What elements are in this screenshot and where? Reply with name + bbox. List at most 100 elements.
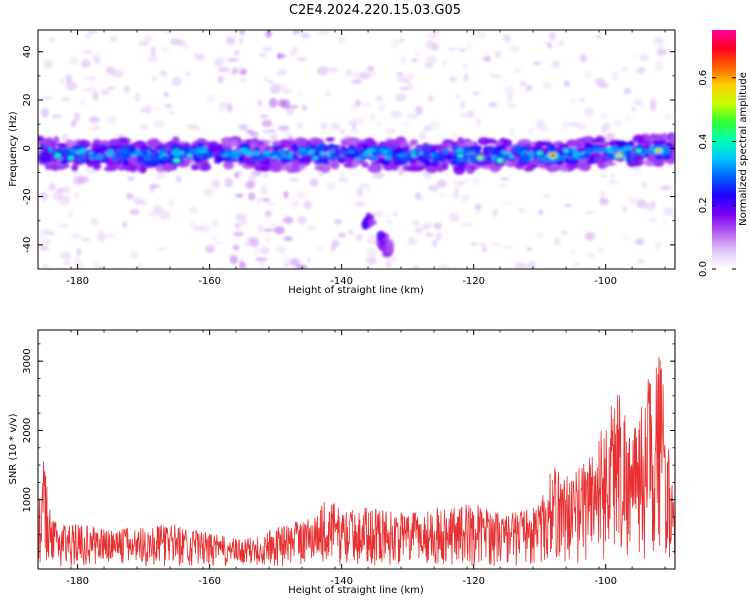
spectrogram-cell [161,30,171,35]
spectrogram-cell [296,121,304,129]
spectrogram-cell [425,40,436,50]
spectrogram-cell [90,218,100,226]
spectrogram-cell [393,211,398,217]
spectrogram-cell [181,145,191,150]
spectrogram-cell [261,198,271,202]
spectrogram-cell [306,225,317,231]
colorbar-label: Normalized spectral amplitude [738,72,749,226]
spectrogram-cell [158,148,168,153]
spectrogram-cell [150,45,156,56]
spectrogram-cell [238,159,246,164]
spectrogram-cell [259,114,269,118]
spectrogram-cell [582,146,590,150]
spectrogram-cell [283,254,289,264]
spectrogram-cell [466,110,475,118]
spectrogram-cell [636,199,647,209]
spectrogram-cell [663,206,675,216]
spectrogram-cell [366,65,375,72]
spectrogram-cell [448,212,460,223]
spectrogram-cell [525,84,533,92]
spectrogram-cell [275,245,287,254]
spectrogram-cell [164,104,173,109]
spectrogram-cell [411,220,421,226]
spectrogram-cell [423,226,429,230]
spectrogram-cell [608,180,619,185]
spectrogram-cell [472,176,480,186]
spectrogram-cell [128,145,136,152]
spectrogram-cell [257,155,264,161]
spectrogram-cell [218,67,230,72]
spectrogram-cell [484,138,497,144]
spectrogram-cell [348,229,354,235]
spectrogram-cell [371,174,384,180]
spectrogram-cell [151,75,158,82]
spectrogram-cell [370,255,377,265]
spectrogram-cell [96,233,106,242]
spectrogram-cell [410,139,418,146]
spectrogram-cell [195,147,202,152]
spectrogram-cell [93,148,105,153]
spectrogram-cell [269,150,278,156]
spectrogram-cell [277,149,288,155]
spectrogram-cell [86,30,97,34]
spectrogram-cell [65,74,73,84]
spectrogram-cell [442,139,454,144]
colorbar-tick-label: 0.2 [698,197,709,213]
spectrogram-cell [509,45,520,54]
spectrogram-cell [267,80,274,84]
spectrogram-cell [214,57,224,68]
spectrogram-cell [262,46,273,52]
spectrogram-cell [282,262,290,267]
spectrogram-cell [214,144,223,151]
spectrogram-cell [41,155,53,164]
spectrogram-cell [290,147,302,151]
spectrogram-cell [542,81,552,91]
spectrogram-cell [498,159,502,162]
spectrogram-cell [171,76,182,87]
snr-y-tick-label: 2000 [22,418,33,443]
colorbar-gradient [712,30,736,269]
spectrogram-cell [55,188,64,194]
spectrogram-cell [80,59,91,69]
spectrogram-cell [79,144,86,149]
spectrogram-cell [250,157,260,162]
spectrogram-cell [526,246,533,252]
spectrogram-cell [84,33,92,40]
spectrogram-cell [390,110,402,119]
spectrogram-cell [175,176,182,183]
spectrogram-cell [622,235,630,240]
spectrogram-cell [188,154,192,157]
spectrogram-cell [348,150,355,154]
spectrogram-cell [579,54,588,63]
spectrogram-cell [420,106,425,112]
spectrogram-cell [632,165,642,175]
spectrogram-cell [596,34,602,39]
spectrogram-cell [596,82,609,89]
spectrogram-cell [340,150,348,156]
spectrogram-cell [108,149,114,154]
spectrogram-cell [48,146,53,153]
spectrogram-cell [317,246,323,251]
spectrogram-cell [414,50,421,58]
spectrogram-cell [605,154,615,160]
spectrogram-cell [279,87,292,93]
spectrogram-cell [218,150,225,155]
spectrogram-cell [614,120,623,127]
spectrogram-cell [437,193,447,197]
spectrogram-cell [174,159,179,162]
spectrogram-cell [92,160,102,171]
spectrogram-cell [400,55,406,65]
spectrogram-cell [257,223,264,234]
spectrogram-cell [385,219,395,226]
spectrogram-x-label: Height of straight line (km) [288,285,424,296]
spectrogram-cell [416,196,425,201]
snr-x-tick-label: -140 [330,576,353,587]
spectrogram-cell [328,149,336,154]
spectrogram-cell [215,241,222,245]
spectrogram-cell [435,232,443,242]
spectrogram-cell [277,125,290,131]
spectrogram-cell [129,208,140,216]
spectrogram-cell [149,184,161,189]
spectrogram-cell [599,198,609,203]
spectrogram-cell [423,159,431,167]
